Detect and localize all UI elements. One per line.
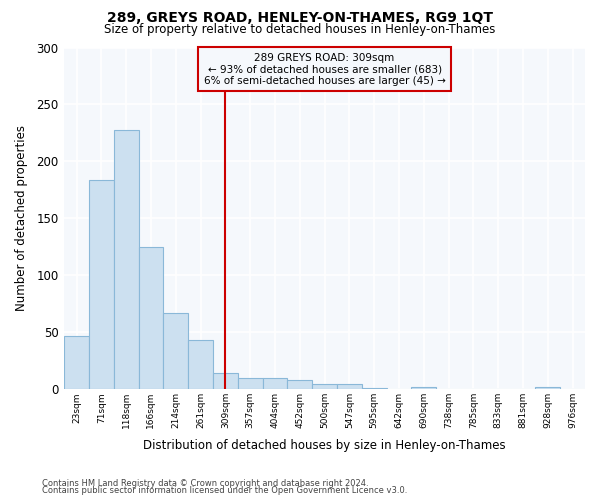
Bar [238, 378, 263, 389]
Bar [188, 340, 213, 389]
Text: 289, GREYS ROAD, HENLEY-ON-THAMES, RG9 1QT: 289, GREYS ROAD, HENLEY-ON-THAMES, RG9 1… [107, 11, 493, 25]
Bar [287, 380, 312, 389]
Bar [535, 387, 560, 389]
Bar [263, 378, 287, 389]
Text: 289 GREYS ROAD: 309sqm
← 93% of detached houses are smaller (683)
6% of semi-det: 289 GREYS ROAD: 309sqm ← 93% of detached… [203, 52, 446, 86]
Bar [362, 388, 386, 389]
Text: Size of property relative to detached houses in Henley-on-Thames: Size of property relative to detached ho… [104, 22, 496, 36]
Y-axis label: Number of detached properties: Number of detached properties [15, 126, 28, 312]
Bar [163, 313, 188, 389]
Bar [337, 384, 362, 389]
Bar [114, 130, 139, 389]
Text: Contains HM Land Registry data © Crown copyright and database right 2024.: Contains HM Land Registry data © Crown c… [42, 478, 368, 488]
Text: Contains public sector information licensed under the Open Government Licence v3: Contains public sector information licen… [42, 486, 407, 495]
Bar [213, 374, 238, 389]
Bar [64, 336, 89, 389]
Bar [312, 384, 337, 389]
Bar [412, 387, 436, 389]
Bar [89, 180, 114, 389]
X-axis label: Distribution of detached houses by size in Henley-on-Thames: Distribution of detached houses by size … [143, 440, 506, 452]
Bar [139, 247, 163, 389]
